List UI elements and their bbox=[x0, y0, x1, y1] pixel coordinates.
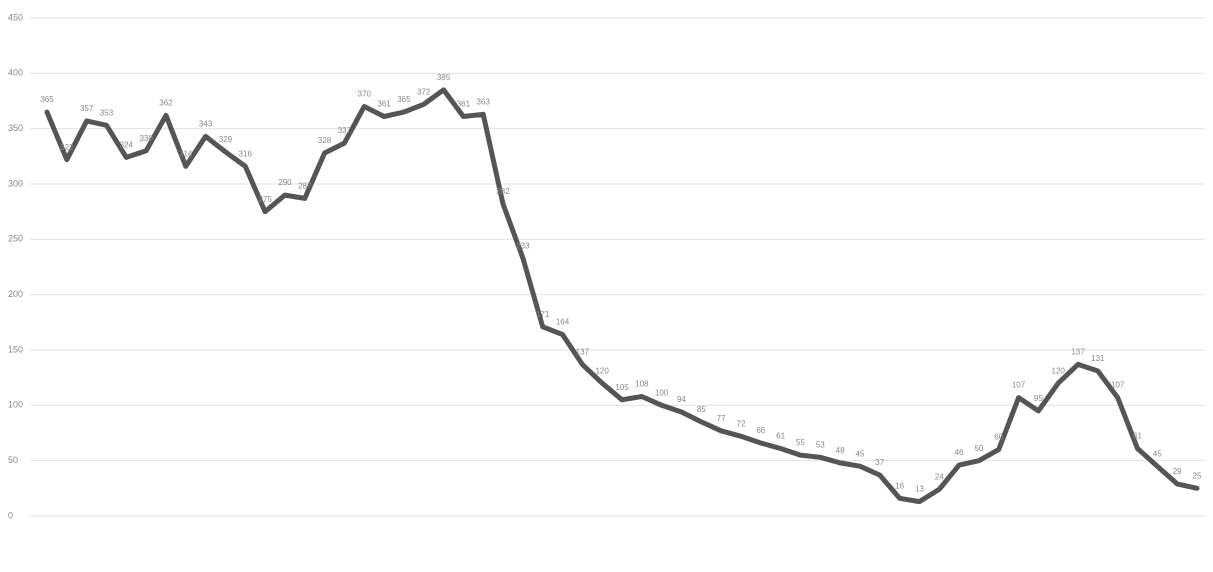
data-label: 85 bbox=[697, 405, 706, 414]
y-tick-label: 350 bbox=[8, 123, 23, 133]
data-label: 329 bbox=[219, 135, 233, 144]
data-label: 107 bbox=[1012, 381, 1026, 390]
data-label: 16 bbox=[895, 481, 904, 490]
data-label: 131 bbox=[1091, 354, 1105, 363]
data-label: 25 bbox=[1193, 471, 1202, 480]
data-label: 137 bbox=[1071, 347, 1085, 356]
data-label: 37 bbox=[875, 458, 884, 467]
data-label: 164 bbox=[556, 318, 570, 327]
data-label: 24 bbox=[935, 473, 944, 482]
data-label: 316 bbox=[179, 149, 193, 158]
data-label: 100 bbox=[655, 388, 669, 397]
data-label: 137 bbox=[576, 347, 590, 356]
y-tick-label: 300 bbox=[8, 178, 23, 188]
data-label: 29 bbox=[1173, 467, 1182, 476]
data-label: 330 bbox=[139, 134, 153, 143]
data-label: 328 bbox=[318, 136, 332, 145]
line bbox=[44, 87, 1200, 505]
data-label: 50 bbox=[974, 444, 983, 453]
data-label: 120 bbox=[595, 366, 609, 375]
y-tick-label: 250 bbox=[8, 234, 23, 244]
y-tick-label: 400 bbox=[8, 68, 23, 78]
data-label: 362 bbox=[159, 98, 173, 107]
data-label: 337 bbox=[338, 126, 352, 135]
y-tick-label: 50 bbox=[8, 455, 18, 465]
data-label: 60 bbox=[994, 433, 1003, 442]
data-label: 365 bbox=[40, 95, 54, 104]
data-label: 385 bbox=[437, 73, 451, 82]
data-label: 46 bbox=[955, 448, 964, 457]
data-label: 287 bbox=[298, 181, 312, 190]
data-label: 353 bbox=[100, 108, 114, 117]
data-label: 343 bbox=[199, 120, 213, 129]
data-label: 61 bbox=[776, 432, 785, 441]
data-label: 290 bbox=[278, 178, 292, 187]
data-label: 45 bbox=[1153, 449, 1162, 458]
data-label: 365 bbox=[397, 95, 411, 104]
data-label: 66 bbox=[756, 426, 765, 435]
data-label: 361 bbox=[377, 100, 391, 109]
y-tick-label: 200 bbox=[8, 289, 23, 299]
data-label: 61 bbox=[1133, 432, 1142, 441]
data-label: 45 bbox=[855, 449, 864, 458]
y-tick-label: 100 bbox=[8, 400, 23, 410]
data-label: 322 bbox=[60, 143, 74, 152]
data-label: 233 bbox=[516, 241, 530, 250]
data-label: 372 bbox=[417, 87, 431, 96]
data-label: 316 bbox=[239, 149, 253, 158]
data-label: 94 bbox=[677, 395, 686, 404]
data-label: 108 bbox=[635, 380, 649, 389]
data-label: 363 bbox=[477, 97, 491, 106]
data-label: 357 bbox=[80, 104, 94, 113]
data-label: 48 bbox=[836, 446, 845, 455]
data-label: 361 bbox=[457, 100, 471, 109]
data-label: 105 bbox=[615, 383, 629, 392]
data-label: 77 bbox=[717, 414, 726, 423]
data-label: 72 bbox=[737, 419, 746, 428]
data-label: 120 bbox=[1052, 366, 1066, 375]
data-label: 53 bbox=[816, 440, 825, 449]
data-label: 55 bbox=[796, 438, 805, 447]
data-label: 370 bbox=[358, 90, 372, 99]
data-label: 275 bbox=[258, 195, 272, 204]
data-label: 13 bbox=[915, 485, 924, 494]
y-tick-label: 450 bbox=[8, 12, 23, 22]
data-label: 107 bbox=[1111, 381, 1125, 390]
data-label: 95 bbox=[1034, 394, 1043, 403]
y-tick-label: 150 bbox=[8, 344, 23, 354]
data-label: 171 bbox=[536, 310, 550, 319]
data-label: 282 bbox=[496, 187, 510, 196]
y-tick-label: 0 bbox=[8, 510, 13, 520]
data-label: 324 bbox=[120, 141, 134, 150]
